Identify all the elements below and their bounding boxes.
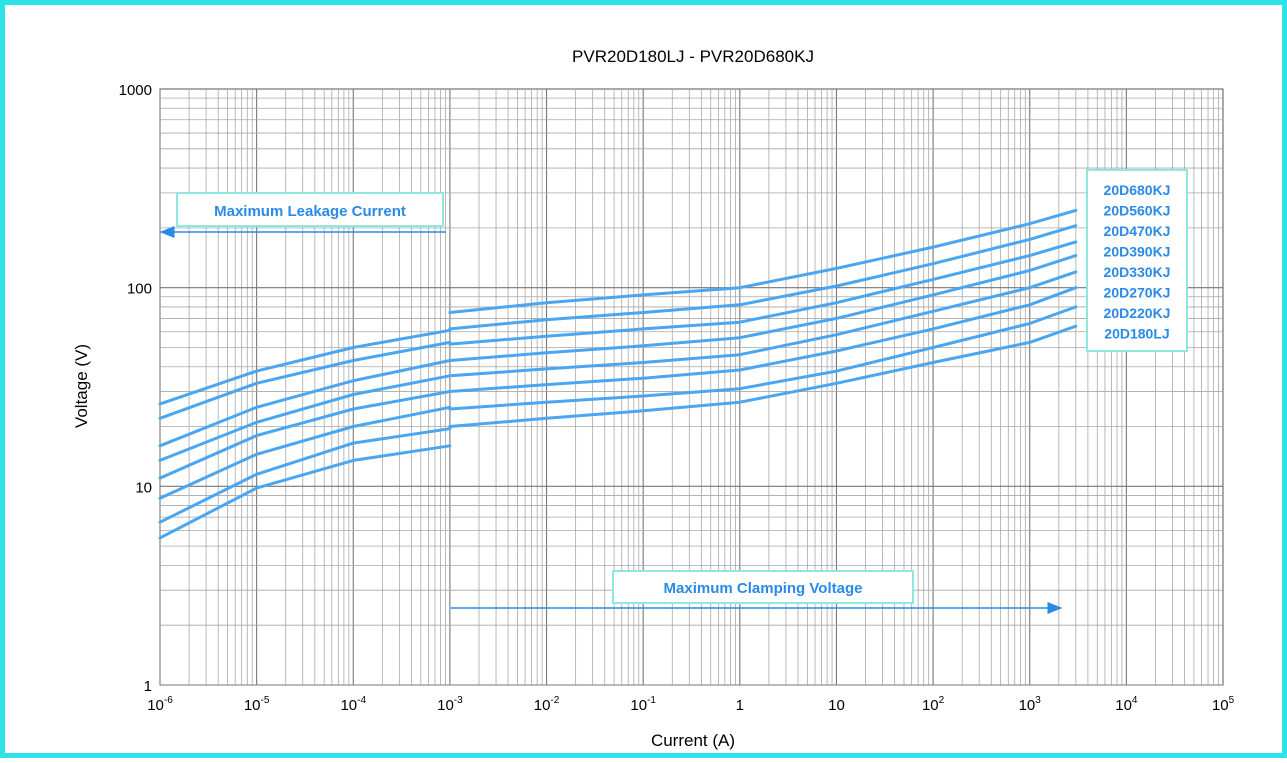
y-tick-label: 10 bbox=[135, 479, 152, 496]
legend-item-20d470kj: 20D470KJ bbox=[1104, 223, 1171, 239]
legend-item-20d180lj: 20D180LJ bbox=[1104, 326, 1169, 342]
series-line-20d390kj-clamping bbox=[448, 254, 1078, 362]
legend-item-20d390kj: 20D390KJ bbox=[1104, 244, 1171, 260]
x-tick-label: 102 bbox=[922, 695, 945, 714]
x-tick-label: 10-2 bbox=[534, 695, 560, 714]
series-lines bbox=[158, 208, 1078, 540]
y-tick-label: 100 bbox=[127, 281, 152, 298]
voltage-current-chart: PVR20D180LJ - PVR20D680KJ 10-6 10-5 10-4 10… bbox=[72, 47, 1235, 750]
clamping-annotation-box bbox=[612, 570, 914, 604]
y-tick-label: 1 bbox=[144, 678, 152, 695]
x-tick-label: 10-1 bbox=[630, 695, 656, 714]
series-line-20d560kj-leakage bbox=[158, 340, 452, 420]
series-line-20d180lj-leakage bbox=[158, 444, 452, 540]
series-line-20d180lj-clamping bbox=[448, 324, 1078, 428]
x-tick-labels: 10-6 10-5 10-4 10-3 10-2 10-1 1 10 102 103 104 105 bbox=[147, 695, 1234, 714]
x-axis-label: Current (A) bbox=[651, 731, 735, 750]
leakage-annotation-label: Maximum Leakage Current bbox=[214, 203, 406, 220]
series-line-20d560kj-clamping bbox=[448, 224, 1078, 331]
x-tick-label: 105 bbox=[1212, 695, 1235, 714]
series-line-20d330kj-leakage bbox=[158, 390, 452, 480]
legend-item-20d560kj: 20D560KJ bbox=[1104, 203, 1171, 219]
y-tick-labels: 1 10 100 1000 bbox=[119, 82, 152, 695]
x-tick-label: 1 bbox=[736, 697, 744, 714]
y-tick-label: 1000 bbox=[119, 82, 152, 99]
x-tick-label: 103 bbox=[1019, 695, 1042, 714]
series-line-20d680kj-leakage bbox=[158, 328, 452, 406]
series-line-20d680kj-clamping bbox=[448, 208, 1078, 314]
series-line-20d390kj-leakage bbox=[158, 374, 452, 462]
y-axis-label: Voltage (V) bbox=[72, 344, 91, 428]
series-line-20d470kj-clamping bbox=[448, 240, 1078, 346]
leakage-annotation-box bbox=[176, 192, 444, 227]
series-line-20d220kj-leakage bbox=[158, 427, 452, 524]
legend-item-20d680kj: 20D680KJ bbox=[1104, 182, 1171, 198]
series-line-20d220kj-clamping bbox=[448, 305, 1078, 411]
series-line-20d470kj-leakage bbox=[158, 359, 452, 448]
legend-item-20d330kj: 20D330KJ bbox=[1104, 264, 1171, 280]
chart-title: PVR20D180LJ - PVR20D680KJ bbox=[572, 47, 814, 66]
legend-item-20d220kj: 20D220KJ bbox=[1104, 305, 1171, 321]
legend: 20D680KJ 20D560KJ 20D470KJ 20D390KJ 20D330KJ… bbox=[1104, 182, 1171, 342]
series-line-20d330kj-clamping bbox=[448, 270, 1078, 378]
legend-item-20d270kj: 20D270KJ bbox=[1104, 285, 1171, 301]
legend-box bbox=[1086, 169, 1188, 352]
x-tick-label: 104 bbox=[1115, 695, 1138, 714]
clamping-annotation-label: Maximum Clamping Voltage bbox=[664, 580, 863, 597]
x-tick-label: 10-6 bbox=[147, 695, 173, 714]
x-tick-label: 10-4 bbox=[340, 695, 366, 714]
x-tick-label: 10-3 bbox=[437, 695, 463, 714]
plot-grid bbox=[159, 88, 1224, 686]
series-line-20d270kj-clamping bbox=[448, 286, 1078, 393]
x-tick-label: 10-5 bbox=[244, 695, 270, 714]
series-line-20d270kj-leakage bbox=[158, 405, 452, 500]
x-tick-label: 10 bbox=[828, 697, 845, 714]
